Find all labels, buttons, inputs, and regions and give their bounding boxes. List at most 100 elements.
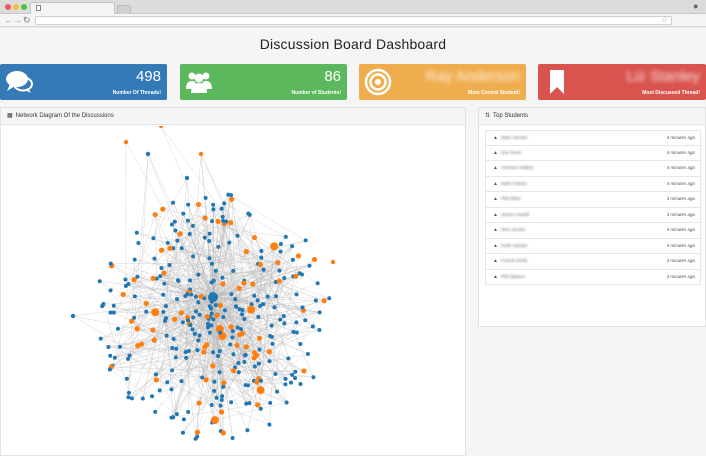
student-node[interactable] xyxy=(70,313,76,319)
student-node[interactable] xyxy=(303,318,308,323)
student-node[interactable] xyxy=(157,388,162,393)
student-node[interactable] xyxy=(98,336,103,341)
student-node[interactable] xyxy=(229,193,234,198)
student-node[interactable] xyxy=(299,272,304,277)
list-item[interactable]: ▲ Dax Reed 4 minutes ago xyxy=(485,145,701,161)
thread-node[interactable] xyxy=(311,256,318,263)
student-node[interactable] xyxy=(200,375,205,380)
thread-node[interactable] xyxy=(160,206,166,212)
thread-node[interactable] xyxy=(229,196,235,202)
student-node[interactable] xyxy=(108,353,113,358)
new-tab-button[interactable] xyxy=(117,5,131,14)
student-node[interactable] xyxy=(193,294,198,299)
student-node[interactable] xyxy=(217,349,222,354)
student-node[interactable] xyxy=(187,231,192,236)
student-node[interactable] xyxy=(181,211,186,216)
student-node[interactable] xyxy=(298,342,303,347)
thread-node[interactable] xyxy=(131,277,137,283)
thread-node[interactable] xyxy=(201,349,207,355)
student-node[interactable] xyxy=(117,344,122,349)
student-node[interactable] xyxy=(252,364,257,369)
thread-node[interactable] xyxy=(210,416,219,425)
thread-node[interactable] xyxy=(243,344,249,350)
student-node[interactable] xyxy=(167,263,172,268)
student-node[interactable] xyxy=(185,292,190,297)
student-node[interactable] xyxy=(202,235,207,240)
thread-node[interactable] xyxy=(198,293,204,300)
profile-icon[interactable]: ● xyxy=(693,1,699,11)
student-node[interactable] xyxy=(209,402,214,407)
student-node[interactable] xyxy=(229,292,234,297)
student-node[interactable] xyxy=(282,276,287,281)
student-node[interactable] xyxy=(173,228,178,233)
student-node[interactable] xyxy=(165,380,170,385)
student-node[interactable] xyxy=(181,417,186,422)
thread-node[interactable] xyxy=(266,349,272,355)
list-item[interactable]: ▲ Keith Salcido 4 minutes ago xyxy=(485,238,701,254)
student-node[interactable] xyxy=(227,240,232,245)
student-node[interactable] xyxy=(185,218,190,223)
student-node[interactable] xyxy=(258,378,263,383)
thread-node[interactable] xyxy=(234,342,240,348)
student-node[interactable] xyxy=(153,409,158,414)
student-node[interactable] xyxy=(216,244,221,249)
student-node[interactable] xyxy=(100,304,105,309)
student-node[interactable] xyxy=(220,214,225,219)
student-node[interactable] xyxy=(186,202,191,207)
student-node[interactable] xyxy=(303,238,308,243)
student-node[interactable] xyxy=(327,296,332,301)
thread-node[interactable] xyxy=(143,300,149,307)
thread-node[interactable] xyxy=(251,234,258,241)
student-node[interactable] xyxy=(175,238,180,243)
student-node[interactable] xyxy=(179,379,184,384)
thread-node[interactable] xyxy=(228,220,234,226)
student-node[interactable] xyxy=(247,401,252,406)
student-node[interactable] xyxy=(165,240,170,245)
student-node[interactable] xyxy=(208,292,218,302)
student-node[interactable] xyxy=(207,231,212,236)
student-node[interactable] xyxy=(134,230,139,235)
student-node[interactable] xyxy=(209,311,214,316)
thread-node[interactable] xyxy=(228,324,234,330)
student-node[interactable] xyxy=(150,394,155,399)
student-node[interactable] xyxy=(174,346,179,351)
student-node[interactable] xyxy=(267,422,272,427)
thread-node[interactable] xyxy=(295,253,302,259)
thread-node[interactable] xyxy=(256,386,265,395)
student-node[interactable] xyxy=(173,355,178,360)
network-diagram[interactable] xyxy=(1,126,465,456)
thread-node[interactable] xyxy=(330,259,336,265)
student-node[interactable] xyxy=(258,406,263,411)
student-node[interactable] xyxy=(126,356,131,361)
thread-node[interactable] xyxy=(250,281,256,287)
student-node[interactable] xyxy=(212,389,217,394)
student-node[interactable] xyxy=(205,325,210,330)
student-node[interactable] xyxy=(180,320,185,325)
student-node[interactable] xyxy=(115,326,120,331)
thread-node[interactable] xyxy=(218,409,225,415)
thread-node[interactable] xyxy=(196,400,202,406)
thread-node[interactable] xyxy=(152,211,158,218)
student-node[interactable] xyxy=(159,266,164,271)
thread-node[interactable] xyxy=(321,298,327,304)
student-node[interactable] xyxy=(127,353,132,358)
student-node[interactable] xyxy=(106,345,111,350)
thread-node[interactable] xyxy=(150,327,156,333)
thread-node[interactable] xyxy=(275,259,281,266)
student-node[interactable] xyxy=(268,333,273,338)
student-node[interactable] xyxy=(224,219,229,224)
student-node[interactable] xyxy=(282,321,287,326)
student-node[interactable] xyxy=(311,375,316,380)
thread-node[interactable] xyxy=(220,281,226,287)
student-node[interactable] xyxy=(212,379,217,384)
student-node[interactable] xyxy=(237,307,242,312)
student-node[interactable] xyxy=(211,207,216,212)
student-node[interactable] xyxy=(129,396,134,401)
student-node[interactable] xyxy=(222,308,227,313)
student-node[interactable] xyxy=(163,316,168,321)
student-node[interactable] xyxy=(290,372,295,377)
student-node[interactable] xyxy=(256,361,261,366)
student-node[interactable] xyxy=(219,206,224,211)
student-node[interactable] xyxy=(221,384,226,389)
student-node[interactable] xyxy=(161,292,166,297)
